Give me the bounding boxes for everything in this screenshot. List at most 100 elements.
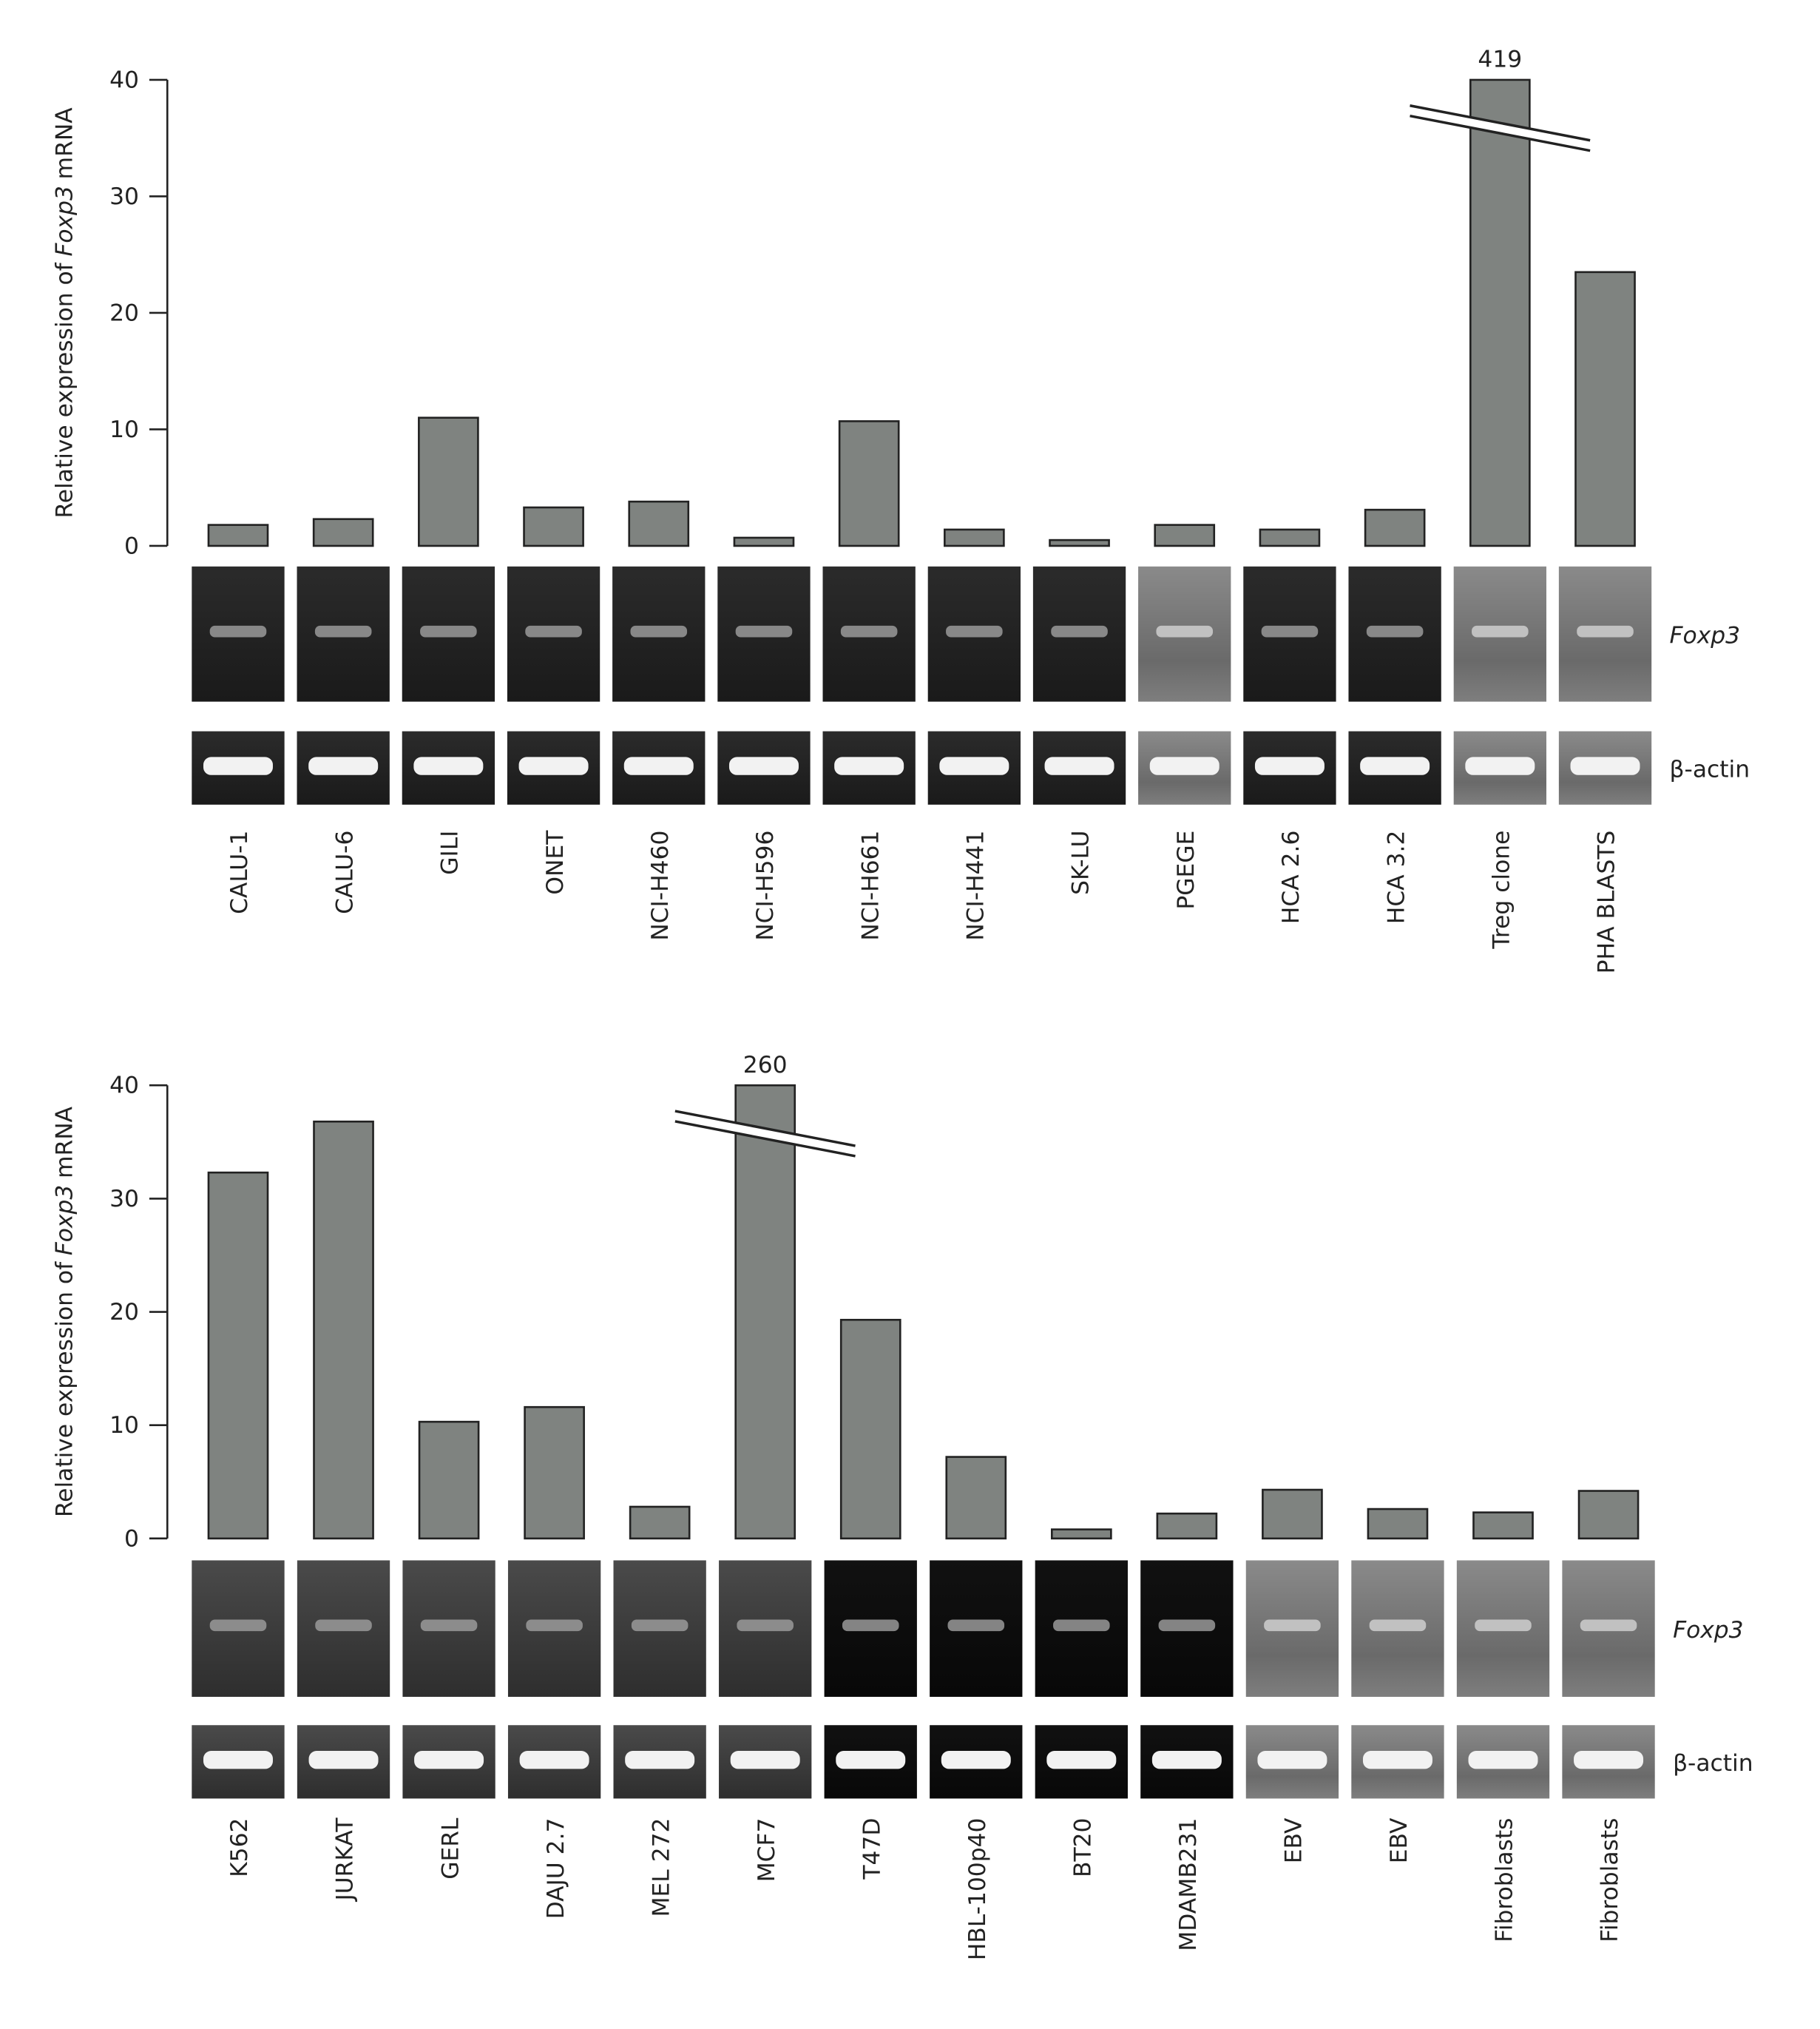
bar	[629, 1505, 691, 1540]
gel-band	[1051, 625, 1108, 638]
gel-band	[1468, 1751, 1538, 1769]
gel-band	[623, 757, 694, 775]
gel-band	[1366, 625, 1424, 638]
gel-band	[1472, 625, 1529, 638]
gel-band	[315, 1619, 372, 1632]
bar	[1050, 1528, 1112, 1540]
axis-break	[1410, 104, 1591, 142]
y-tick-label: 30	[109, 183, 139, 210]
bar	[1367, 1508, 1429, 1540]
gel-band	[1264, 1619, 1321, 1632]
x-tick-label: BT20	[1070, 1818, 1097, 1877]
x-tick-label: Treg clone	[1489, 831, 1515, 950]
axis-break	[674, 1111, 856, 1156]
gel-band	[1362, 1751, 1432, 1769]
gel-band	[735, 625, 793, 638]
y-tick-label: 10	[109, 416, 139, 443]
bar	[418, 416, 479, 547]
y-label-part: mRNA	[51, 1106, 78, 1178]
gel-band	[1570, 757, 1640, 775]
x-tick-label: Fibroblasts	[1597, 1818, 1623, 1942]
bar	[1262, 1488, 1323, 1540]
bar	[1259, 528, 1321, 547]
bar	[734, 1084, 796, 1540]
gel-band	[420, 625, 477, 638]
gel-band	[941, 1751, 1011, 1769]
x-tick-label: MEL 272	[648, 1818, 674, 1917]
axis-break	[674, 1120, 856, 1158]
axis-break	[1410, 105, 1591, 151]
gel-label: β-actin	[1673, 1750, 1753, 1777]
axis-break	[1410, 114, 1591, 152]
x-tick-label: NCI-H596	[752, 831, 779, 941]
bar	[418, 1420, 480, 1540]
x-tick-label: HCA 3.2	[1383, 831, 1410, 925]
y-axis-label: Relative expression of Foxp3 mRNA	[51, 1106, 78, 1517]
bar	[733, 536, 795, 547]
gel-band	[836, 1751, 906, 1769]
x-tick-label: T47D	[859, 1818, 885, 1880]
bar	[524, 1405, 585, 1540]
gel-band	[939, 757, 1009, 775]
x-tick-label: K562	[226, 1818, 253, 1877]
gel-band	[1577, 625, 1634, 638]
y-tick-label: 30	[109, 1186, 139, 1212]
gel-label: Foxp3	[1673, 1617, 1744, 1644]
bar	[1472, 1511, 1534, 1540]
gel-band	[308, 1751, 379, 1769]
x-tick-label: CALU-6	[331, 831, 358, 914]
gel-band	[1044, 757, 1114, 775]
gel-band	[737, 1619, 794, 1632]
bar	[838, 420, 900, 547]
gel-band	[308, 757, 379, 775]
gel-band	[414, 1751, 484, 1769]
x-tick-label: Fibroblasts	[1492, 1818, 1518, 1942]
x-tick-label: HBL-100p40	[964, 1818, 991, 1961]
gel-band	[842, 1619, 899, 1632]
gel-band	[730, 1751, 800, 1769]
gel-band	[1574, 1751, 1644, 1769]
gel-band	[631, 1619, 689, 1632]
bar	[1577, 1490, 1640, 1540]
x-tick-label: HCA 2.6	[1278, 831, 1305, 925]
value-label: 260	[743, 1052, 788, 1078]
y-tick-label: 20	[109, 1299, 139, 1326]
bar	[313, 1120, 374, 1540]
gel-band	[526, 1619, 583, 1632]
gel-band	[1261, 625, 1319, 638]
bar	[1154, 524, 1216, 547]
x-tick-label: GERL	[437, 1817, 464, 1880]
gel-band	[1465, 757, 1535, 775]
y-label-part: Relative expression of	[51, 262, 78, 518]
gel-band	[525, 625, 582, 638]
gel-band	[625, 1751, 695, 1769]
x-tick-label: CALU-1	[226, 831, 253, 914]
gel-band	[840, 625, 898, 638]
gel-band	[209, 1619, 267, 1632]
gel-band	[1149, 757, 1219, 775]
y-tick-label: 0	[124, 533, 139, 559]
y-tick-label: 40	[109, 67, 139, 93]
gel-band	[209, 625, 267, 638]
x-tick-label: NCI-H441	[963, 831, 990, 941]
y-label-gene: Foxp3	[51, 1185, 78, 1256]
gel-label: Foxp3	[1670, 622, 1741, 649]
axis-break	[674, 1110, 856, 1147]
x-tick-label: MDAMB231	[1175, 1818, 1202, 1951]
bar	[1156, 1512, 1218, 1540]
gel-band	[314, 625, 372, 638]
gel-band	[1257, 1751, 1327, 1769]
gel-label: β-actin	[1670, 756, 1750, 783]
gel-band	[1360, 757, 1430, 775]
y-label-part: Relative expression of	[51, 1261, 78, 1517]
x-tick-label: NCI-H460	[647, 831, 674, 941]
gel-band	[947, 1619, 1005, 1632]
y-label-part: mRNA	[51, 107, 78, 180]
bar	[207, 1171, 269, 1540]
gel-band	[1580, 1619, 1637, 1632]
x-tick-label: SK-LU	[1068, 831, 1095, 895]
bar	[1574, 271, 1636, 547]
value-label: 419	[1478, 47, 1522, 73]
bar	[523, 506, 584, 547]
